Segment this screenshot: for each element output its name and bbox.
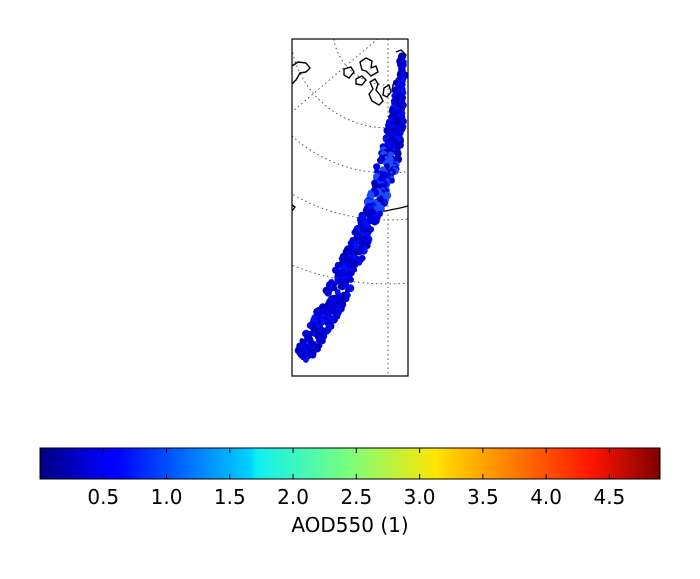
colorbar-tick-label: 0.5 — [87, 485, 120, 509]
aod-retrieval-point — [398, 65, 405, 72]
aod-retrieval-point — [296, 349, 303, 356]
aod-retrieval-point — [336, 278, 343, 285]
colorbar — [39, 447, 661, 480]
colorbar-tick-label: 1.5 — [213, 485, 246, 509]
colorbar-tick-label: 1.0 — [150, 485, 183, 509]
aod-retrieval-point — [304, 335, 309, 341]
map-frame — [291, 38, 409, 377]
meridian-line — [325, 39, 329, 40]
coastline-scandinavia — [368, 78, 384, 106]
colorbar-tick-label: 4.0 — [530, 485, 563, 509]
aod-retrieval-point — [337, 283, 344, 290]
aod-retrieval-point — [394, 150, 402, 158]
aod-retrieval-point — [373, 163, 381, 171]
colorbar-tick-label: 4.5 — [593, 485, 626, 509]
aod-retrieval-point — [396, 80, 402, 86]
aod-retrieval-point — [347, 240, 354, 246]
map-panel — [291, 38, 409, 377]
colorbar-tick-label: 3.5 — [466, 485, 499, 509]
coastline-americas — [292, 204, 296, 212]
aod-retrieval-point — [324, 289, 332, 297]
colorbar-gradient — [39, 447, 661, 480]
colorbar-tick-label: 2.0 — [277, 485, 309, 509]
colorbar-tick-label: 3.0 — [403, 485, 436, 509]
colorbar-label: AOD550 (1) — [291, 513, 409, 537]
colorbar-tick-label: 2.5 — [340, 485, 373, 509]
coastline-arctic-islands — [343, 66, 367, 86]
aod-retrieval-point — [377, 156, 385, 165]
meridian-line — [292, 39, 379, 113]
aod-swath — [294, 52, 408, 363]
colorbar-ticks — [102, 448, 610, 479]
coastline-greenland — [292, 61, 311, 85]
coastline-uk — [382, 84, 392, 98]
coastline-svalbard — [359, 57, 379, 77]
aod-retrieval-point — [377, 196, 384, 203]
aod-retrieval-point — [303, 357, 309, 363]
